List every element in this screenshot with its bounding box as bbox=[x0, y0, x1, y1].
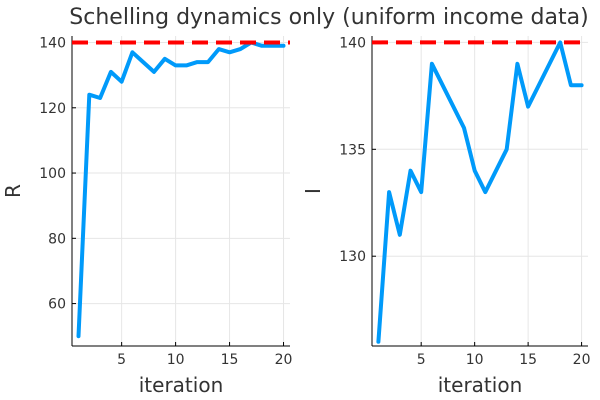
y-axis-label: I bbox=[301, 188, 325, 194]
panel-left: 5 10 15 20 60 80 100 120 140 iteration R bbox=[1, 36, 292, 397]
y-tick-label: 60 bbox=[48, 297, 66, 313]
x-axis-label: iteration bbox=[139, 373, 224, 397]
y-tick-label: 135 bbox=[339, 142, 366, 158]
y-axis-label: R bbox=[1, 184, 25, 198]
y-tick-label: 140 bbox=[339, 35, 366, 51]
series-line bbox=[76, 40, 286, 339]
y-tick-label: 120 bbox=[39, 101, 66, 117]
panel-right: 5 10 15 20 130 135 140 iteration I bbox=[301, 35, 590, 397]
y-tick-label: 100 bbox=[39, 166, 66, 182]
x-tick-label: 20 bbox=[573, 352, 591, 368]
x-tick-label: 5 bbox=[417, 352, 426, 368]
series-line bbox=[376, 40, 584, 344]
x-tick-label: 10 bbox=[466, 352, 484, 368]
x-tick-label: 15 bbox=[221, 352, 239, 368]
x-tick-label: 20 bbox=[275, 352, 293, 368]
y-tick-label: 130 bbox=[339, 249, 366, 265]
y-tick-label: 140 bbox=[39, 36, 66, 52]
x-tick-label: 15 bbox=[519, 352, 537, 368]
y-tick-label: 80 bbox=[48, 231, 66, 247]
x-tick-label: 10 bbox=[167, 352, 185, 368]
x-axis-label: iteration bbox=[438, 373, 523, 397]
figure-title: Schelling dynamics only (uniform income … bbox=[69, 5, 588, 30]
x-tick-label: 5 bbox=[117, 352, 126, 368]
